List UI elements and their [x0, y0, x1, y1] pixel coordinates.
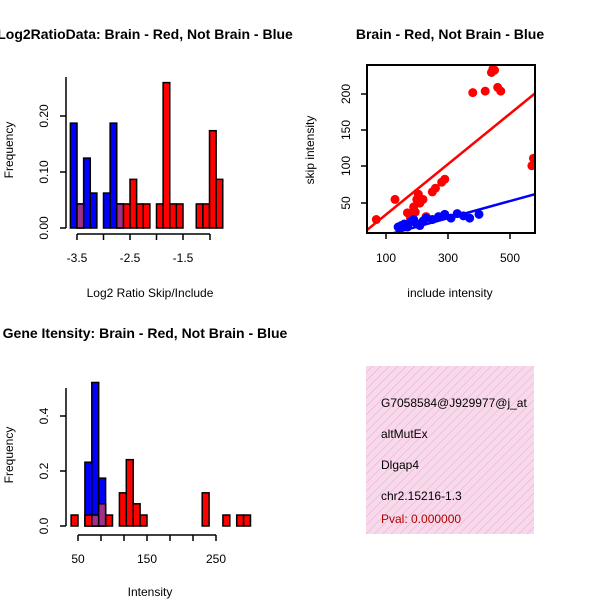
histogram-bar-brain — [242, 514, 252, 527]
scatter-point-brain — [490, 65, 500, 75]
intensity-x-tick-label: 50 — [71, 552, 85, 566]
scatter-x-tick-label: 300 — [438, 251, 458, 265]
scatter-y-tick-label: 50 — [339, 196, 353, 210]
ratio-x-tick-label: -2.5 — [120, 251, 141, 265]
fit-line-brain — [367, 92, 535, 231]
intensity-x-tick-label: 250 — [206, 552, 226, 566]
histogram-bar-brain — [135, 203, 145, 229]
histogram-bar-brain — [142, 203, 151, 229]
histogram-bar-not-brain — [89, 192, 98, 229]
intensity-y-tick-label: 0.4 — [37, 407, 51, 424]
scatter-y-tick-label: 100 — [339, 156, 353, 176]
scatter-y-tick-label: 200 — [339, 84, 353, 104]
histogram-bar-brain — [175, 203, 184, 229]
histogram-bar-brain — [195, 203, 204, 229]
histogram-bar-not-brain — [91, 381, 100, 527]
histogram-bar-brain — [125, 458, 134, 527]
info-probe-id: G7058584@J929977@j_at — [381, 396, 527, 410]
histogram-bar-brain — [202, 203, 211, 229]
histogram-bar-brain — [155, 203, 164, 229]
intensity-histogram-panel: Gene Itensity: Brain - Red, Not Brain - … — [2, 325, 288, 599]
scatter-point-brain — [480, 86, 490, 96]
ratio-y-tick-label: 0.00 — [37, 216, 51, 240]
info-pval: Pval: 0.000000 — [381, 512, 461, 526]
scatter-point-brain — [440, 174, 450, 184]
ratio-bars — [69, 81, 224, 229]
ratio-x-label: Log2 Ratio Skip/Include — [87, 286, 214, 300]
scatter-point-brain — [496, 86, 506, 96]
intensity-scatter-panel: Brain - Red, Not Brain - Blue 100 300 50… — [303, 26, 544, 300]
histogram-bar-not-brain — [69, 122, 78, 229]
scatter-chart-title: Brain - Red, Not Brain - Blue — [356, 26, 544, 42]
histogram-bar-brain — [132, 503, 141, 527]
histogram-bar-brain — [118, 492, 128, 527]
histogram-bar-brain — [215, 178, 224, 229]
histogram-bar-brain — [84, 514, 93, 527]
ratio-chart-title: Log2RatioData: Brain - Red, Not Brain - … — [0, 26, 293, 42]
scatter-point-not-brain — [474, 209, 484, 219]
scatter-point-brain — [390, 194, 400, 204]
histogram-bar-overlap — [116, 203, 125, 229]
info-location: chr2.15216-1.3 — [381, 489, 462, 503]
info-event-type: altMutEx — [381, 427, 428, 441]
scatter-point-brain — [410, 207, 420, 217]
intensity-bars — [70, 381, 252, 527]
histogram-bar-brain — [104, 514, 114, 527]
scatter-point-brain — [430, 183, 440, 193]
histogram-bar-overlap — [76, 203, 85, 229]
scatter-point-brain — [418, 194, 428, 204]
histogram-bar-not-brain — [109, 122, 118, 229]
ratio-y-label: Frequency — [2, 122, 16, 179]
histogram-bar-overlap — [97, 503, 107, 527]
scatter-y-tick-label: 150 — [339, 120, 353, 140]
info-text-area: G7058584@J929977@j_at altMutEx Dlgap4 ch… — [381, 396, 527, 526]
scatter-x-tick-label: 100 — [376, 251, 396, 265]
ratio-x-tick-label: -1.5 — [173, 251, 194, 265]
ratio-x-tick-label: -3.5 — [67, 251, 88, 265]
scatter-plot-frame — [366, 64, 536, 234]
histogram-bar-brain — [235, 514, 245, 527]
info-gene-name: Dlgap4 — [381, 458, 419, 472]
intensity-x-label: Intensity — [128, 585, 173, 599]
scatter-point-brain — [528, 153, 535, 163]
intensity-chart-title: Gene Itensity: Brain - Red, Not Brain - … — [3, 325, 288, 341]
scatter-x-tick-label: 500 — [500, 251, 520, 265]
info-panel: G7058584@J929977@j_at altMutEx Dlgap4 ch… — [366, 366, 534, 534]
intensity-y-tick-label: 0.2 — [37, 462, 51, 479]
scatter-x-label: include intensity — [407, 286, 492, 300]
intensity-x-tick-label: 150 — [137, 552, 157, 566]
scatter-y-label: skip intensity — [303, 116, 317, 185]
info-panel-hatch — [366, 366, 534, 534]
histogram-bar-brain — [169, 203, 178, 229]
scatter-points — [367, 65, 535, 233]
scatter-point-brain — [527, 161, 535, 171]
histogram-bar-brain — [222, 514, 231, 527]
histogram-bar-not-brain — [102, 192, 111, 229]
histogram-bar-brain — [70, 514, 79, 527]
histogram-bar-brain — [208, 129, 217, 229]
ratio-y-tick-label: 0.10 — [37, 160, 51, 184]
intensity-y-tick-label: 0.0 — [37, 517, 51, 534]
histogram-bar-brain — [122, 203, 131, 229]
histogram-bar-overlap — [91, 514, 100, 527]
histogram-bar-brain — [139, 514, 148, 527]
ratio-y-tick-label: 0.20 — [37, 104, 51, 128]
scatter-point-brain — [468, 88, 478, 98]
scatter-point-not-brain — [465, 213, 475, 223]
ratio-histogram-panel: Log2RatioData: Brain - Red, Not Brain - … — [0, 26, 293, 300]
histogram-bar-brain — [201, 492, 210, 527]
intensity-y-label: Frequency — [2, 427, 16, 484]
histogram-bar-brain — [162, 81, 171, 229]
histogram-bar-brain — [129, 178, 138, 229]
histogram-bar-not-brain — [82, 157, 92, 229]
